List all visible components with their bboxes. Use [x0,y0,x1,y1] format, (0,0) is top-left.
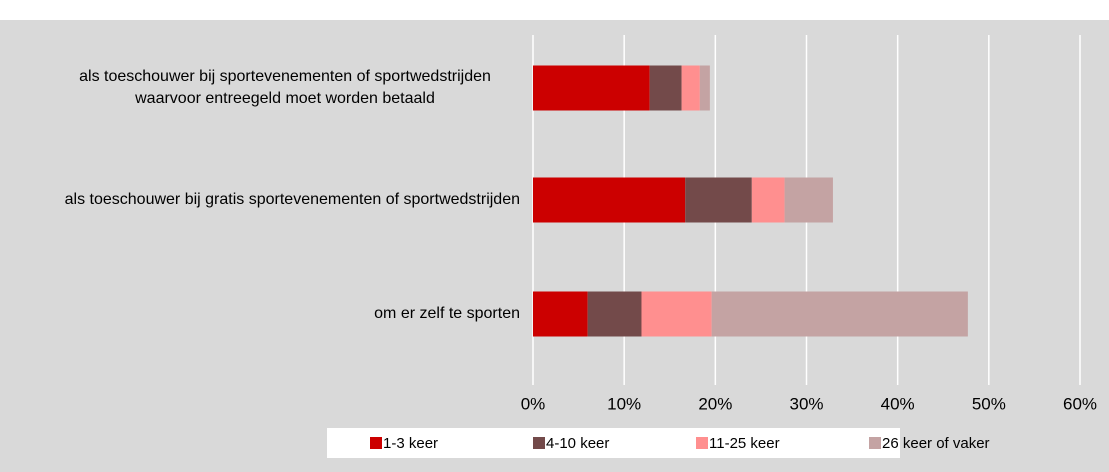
x-tick-label: 40% [881,394,915,413]
bar-segment [685,177,752,223]
x-tick-label: 50% [972,394,1006,413]
bar-segment [641,291,712,337]
category-label: om er zelf te sporten [40,274,520,354]
bar-segment [533,291,588,337]
category-text: als toeschouwer bij sportevenementen of … [79,68,491,107]
bar-segment [587,291,642,337]
legend-swatch [533,437,545,449]
category-text: als toeschouwer bij gratis sportevenemen… [64,191,520,208]
bar-segment [649,65,682,111]
bar-segment [533,177,686,223]
legend-swatch [696,437,708,449]
x-tick-label: 30% [789,394,823,413]
bar-segment [681,65,700,111]
x-tick-label: 0% [521,394,546,413]
bar-segment [699,65,710,111]
legend-label: 4-10 keer [546,435,609,452]
bar-segment [751,177,785,223]
bar-segment [533,65,650,111]
bar-segment [784,177,833,223]
bar-segment [711,291,968,337]
category-label: als toeschouwer bij sportevenementen of … [40,48,520,128]
legend-label: 26 keer of vaker [882,435,990,452]
category-text: om er zelf te sporten [374,305,520,322]
legend-swatch [370,437,382,449]
x-tick-label: 10% [607,394,641,413]
x-tick-label: 20% [698,394,732,413]
legend-label: 1-3 keer [383,435,438,452]
x-tick-label: 60% [1063,394,1097,413]
legend-box [327,428,900,458]
legend-swatch [869,437,881,449]
category-label: als toeschouwer bij gratis sportevenemen… [40,160,520,240]
legend-label: 11-25 keer [709,435,780,452]
